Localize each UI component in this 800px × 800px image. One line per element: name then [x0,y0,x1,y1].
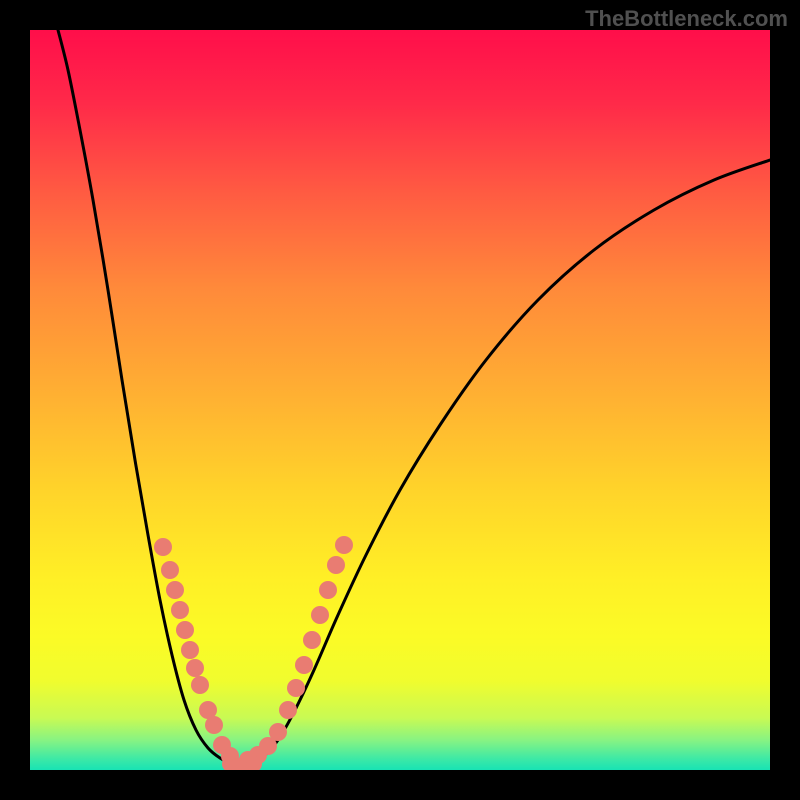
dot-right-11 [335,536,353,554]
plot-area [30,30,770,770]
dot-right-7 [303,631,321,649]
curve-left [58,30,240,766]
dot-left-9 [205,716,223,734]
dot-right-3 [269,723,287,741]
dot-left-4 [176,621,194,639]
dot-left-6 [186,659,204,677]
dot-left-7 [191,676,209,694]
curve-right [240,160,770,766]
watermark-text: TheBottleneck.com [585,6,788,32]
dot-right-5 [287,679,305,697]
dot-right-8 [311,606,329,624]
dot-right-4 [279,701,297,719]
dot-left-1 [161,561,179,579]
dot-right-9 [319,581,337,599]
dot-left-2 [166,581,184,599]
dot-left-0 [154,538,172,556]
dot-left-3 [171,601,189,619]
dot-left-5 [181,641,199,659]
dot-right-10 [327,556,345,574]
dot-right-6 [295,656,313,674]
curves-svg [30,30,770,770]
chart-container: TheBottleneck.com [0,0,800,800]
